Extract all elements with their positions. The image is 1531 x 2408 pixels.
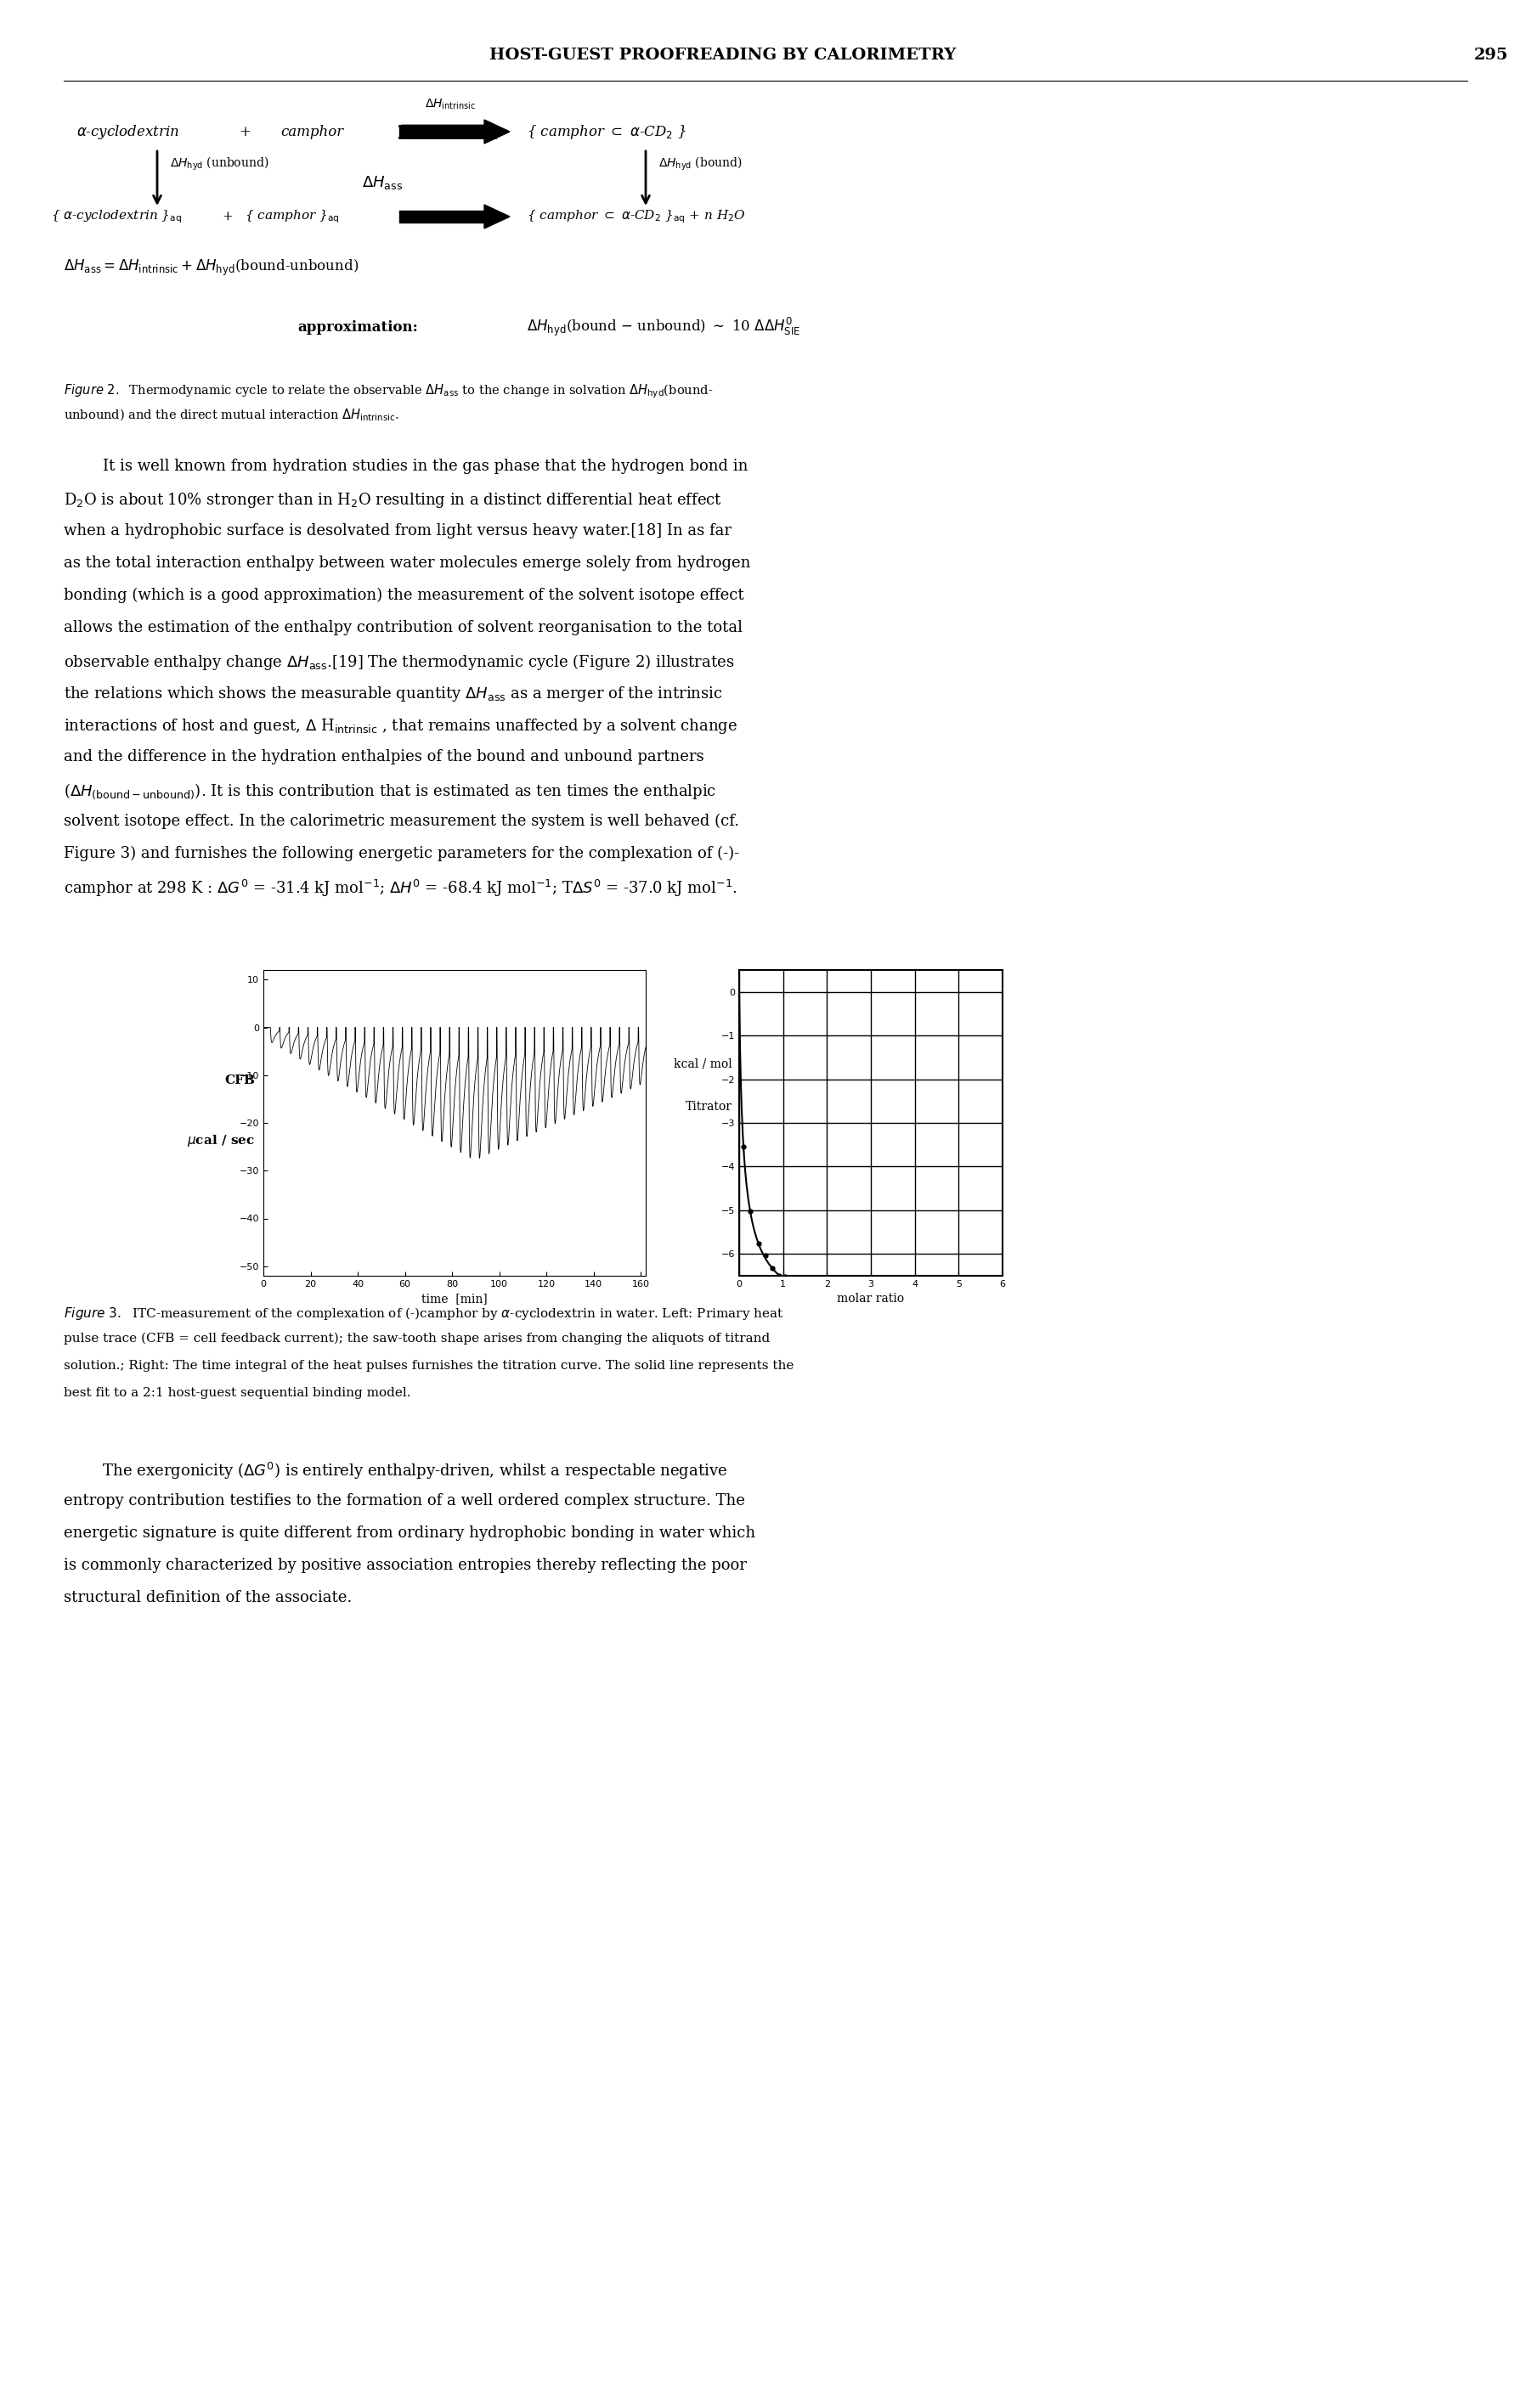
Text: as the total interaction enthalpy between water molecules emerge solely from hyd: as the total interaction enthalpy betwee… [64,556,750,571]
Text: the relations which shows the measurable quantity $\Delta H_{\rm ass}$ as a merg: the relations which shows the measurable… [64,684,723,703]
Text: solvent isotope effect. In the calorimetric measurement the system is well behav: solvent isotope effect. In the calorimet… [64,814,739,828]
Text: $\Delta H_{\rm hyd}$ (unbound): $\Delta H_{\rm hyd}$ (unbound) [170,154,269,173]
Text: when a hydrophobic surface is desolvated from light versus heavy water.[18] In a: when a hydrophobic surface is desolvated… [64,523,732,539]
Text: It is well known from hydration studies in the gas phase that the hydrogen bond : It is well known from hydration studies … [64,458,749,474]
Text: structural definition of the associate.: structural definition of the associate. [64,1589,352,1606]
Text: D$_2$O is about 10% stronger than in H$_2$O resulting in a distinct differential: D$_2$O is about 10% stronger than in H$_… [64,491,723,510]
Text: allows the estimation of the enthalpy contribution of solvent reorganisation to : allows the estimation of the enthalpy co… [64,619,743,636]
Text: $\Delta H_{\rm hyd}$(bound $-$ unbound) $\sim$ 10 $\Delta\Delta H^0_{\rm SIE}$: $\Delta H_{\rm hyd}$(bound $-$ unbound) … [527,315,801,337]
Text: $\Delta H_{\rm ass}$: $\Delta H_{\rm ass}$ [361,173,403,190]
Text: camphor: camphor [280,125,343,140]
Text: entropy contribution testifies to the formation of a well ordered complex struct: entropy contribution testifies to the fo… [64,1493,746,1507]
Text: and the difference in the hydration enthalpies of the bound and unbound partners: and the difference in the hydration enth… [64,749,704,763]
Text: $\Delta H_{\rm ass} = \Delta H_{\rm intrinsic} + \Delta H_{\rm hyd}$(bound-unbou: $\Delta H_{\rm ass} = \Delta H_{\rm intr… [64,258,358,277]
Text: energetic signature is quite different from ordinary hydrophobic bonding in wate: energetic signature is quite different f… [64,1527,755,1541]
Text: bonding (which is a good approximation) the measurement of the solvent isotope e: bonding (which is a good approximation) … [64,588,744,604]
Text: ($\Delta H_{\rm (bound-unbound)}$). It is this contribution that is estimated as: ($\Delta H_{\rm (bound-unbound)}$). It i… [64,783,717,799]
Text: The exergonicity ($\Delta G^0$) is entirely enthalpy-driven, whilst a respectabl: The exergonicity ($\Delta G^0$) is entir… [64,1462,727,1481]
Text: { camphor $\subset$ $\alpha$-CD$_2$ }$_{\rm aq}$ + n H$_2$O: { camphor $\subset$ $\alpha$-CD$_2$ }$_{… [527,207,746,224]
Text: observable enthalpy change $\Delta H_{\rm ass}$.[19] The thermodynamic cycle (Fi: observable enthalpy change $\Delta H_{\r… [64,653,735,672]
Text: $\mu$cal / sec: $\mu$cal / sec [187,1134,254,1149]
Text: pulse trace (CFB = cell feedback current); the saw-tooth shape arises from chang: pulse trace (CFB = cell feedback current… [64,1332,770,1346]
Text: CFB: CFB [225,1074,254,1086]
X-axis label: time  [min]: time [min] [421,1293,487,1305]
Text: solution.; Right: The time integral of the heat pulses furnishes the titration c: solution.; Right: The time integral of t… [64,1361,795,1373]
Text: camphor at 298 K : $\Delta G^0$ = -31.4 kJ mol$^{-1}$; $\Delta H^0$ = -68.4 kJ m: camphor at 298 K : $\Delta G^0$ = -31.4 … [64,879,738,898]
Text: unbound) and the direct mutual interaction $\Delta H_{\rm intrinsic}$.: unbound) and the direct mutual interacti… [64,407,400,424]
Text: { $\alpha$-cyclodextrin }$_{\rm aq}$: { $\alpha$-cyclodextrin }$_{\rm aq}$ [51,207,182,224]
Text: $\Delta H_{\rm intrinsic}$: $\Delta H_{\rm intrinsic}$ [424,96,476,111]
Text: Figure 3) and furnishes the following energetic parameters for the complexation : Figure 3) and furnishes the following en… [64,845,739,862]
Text: Titrator: Titrator [686,1100,732,1112]
Text: $\it{Figure\ 2.}$  Thermodynamic cycle to relate the observable $\Delta H_{\rm a: $\it{Figure\ 2.}$ Thermodynamic cycle to… [64,383,713,400]
Text: { camphor $\subset$ $\alpha$-CD$_2$ }: { camphor $\subset$ $\alpha$-CD$_2$ } [527,123,686,140]
Text: { camphor }$_{\rm aq}$: { camphor }$_{\rm aq}$ [245,207,340,224]
Text: kcal / mol: kcal / mol [674,1057,732,1069]
Text: HOST-GUEST PROOFREADING BY CALORIMETRY: HOST-GUEST PROOFREADING BY CALORIMETRY [490,48,957,63]
Polygon shape [484,120,510,144]
Text: +: + [222,209,233,222]
Text: 295: 295 [1474,48,1508,63]
X-axis label: molar ratio: molar ratio [837,1293,905,1305]
Text: interactions of host and guest, $\Delta$ H$_{\rm intrinsic}$ , that remains unaf: interactions of host and guest, $\Delta$… [64,718,738,734]
Text: +: + [239,125,251,140]
Text: best fit to a 2:1 host-guest sequential binding model.: best fit to a 2:1 host-guest sequential … [64,1387,410,1399]
Polygon shape [484,205,510,229]
Text: is commonly characterized by positive association entropies thereby reflecting t: is commonly characterized by positive as… [64,1558,747,1572]
Text: approximation:: approximation: [297,320,418,335]
Text: $\Delta H_{\rm hyd}$ (bound): $\Delta H_{\rm hyd}$ (bound) [658,154,743,173]
Text: $\it{Figure\ 3.}$  ITC-measurement of the complexation of (-)camphor by $\alpha$: $\it{Figure\ 3.}$ ITC-measurement of the… [64,1305,784,1322]
Text: $\alpha$-cyclodextrin: $\alpha$-cyclodextrin [77,123,179,140]
